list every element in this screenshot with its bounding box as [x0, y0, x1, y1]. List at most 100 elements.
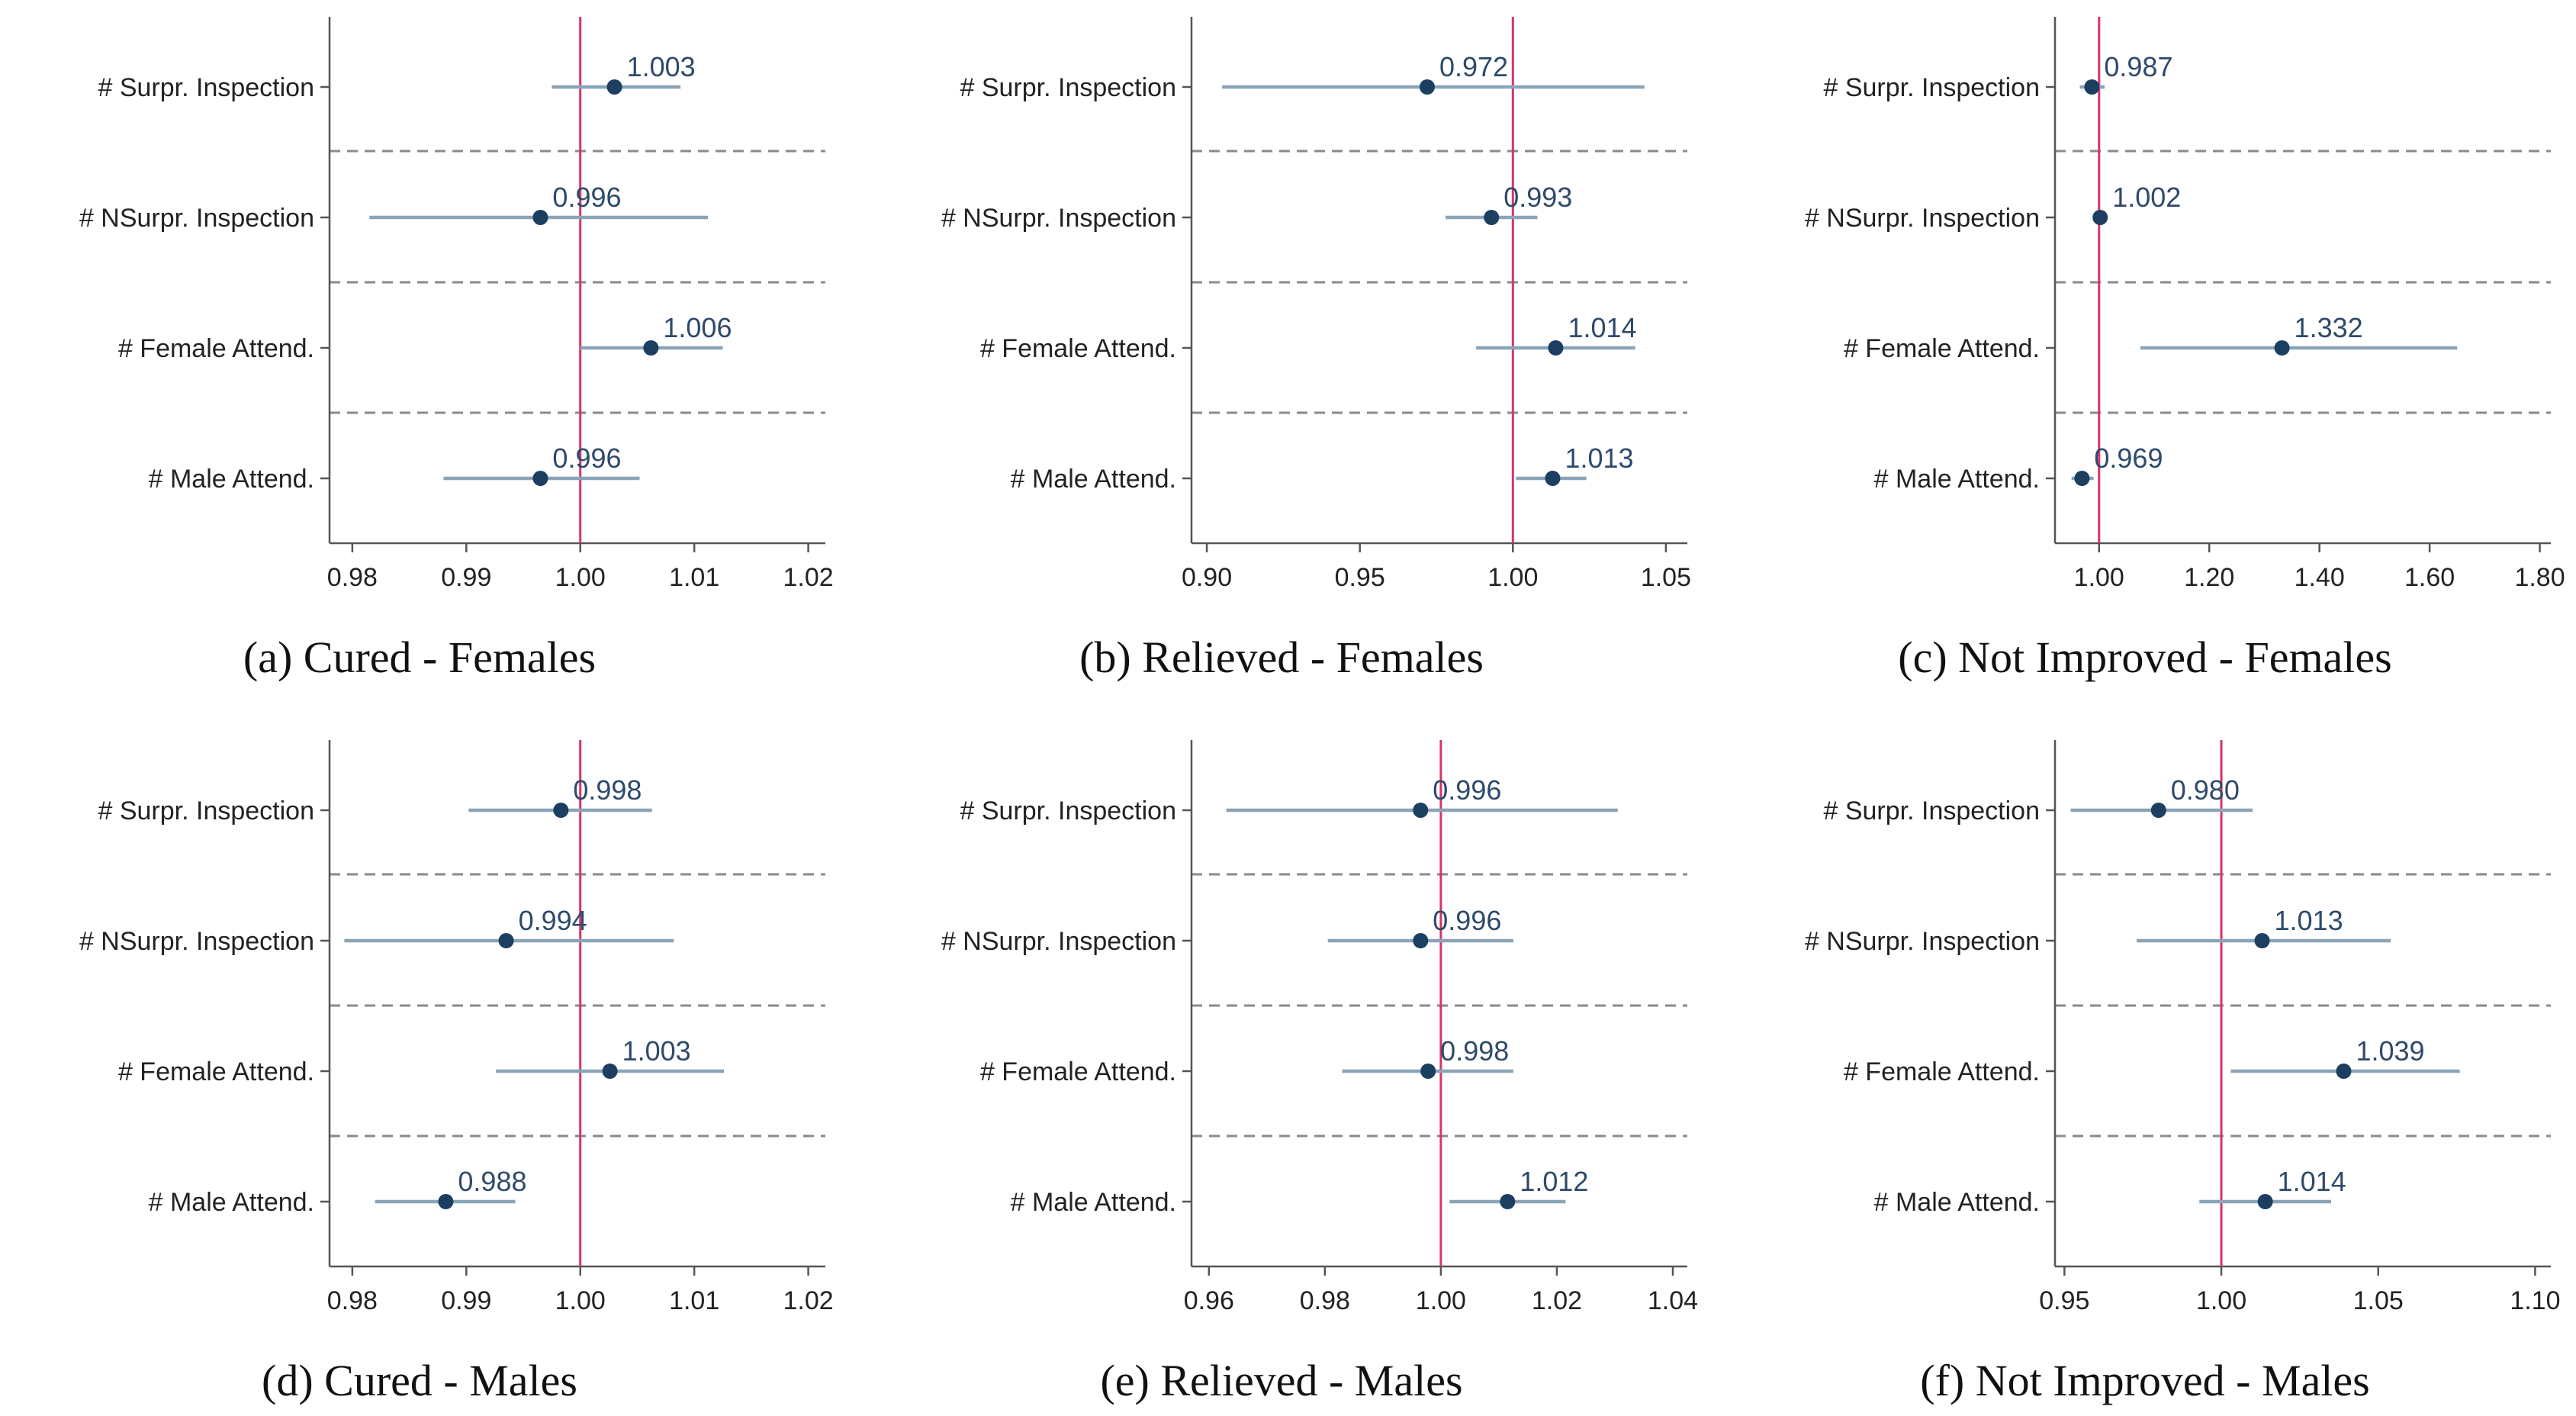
forest-plot-d: 0.98 0.99 1.00 1.01 1.02 # Surpr. Inspection 0…: [79, 740, 834, 1315]
point-estimate: [438, 1194, 454, 1209]
caption-b: (b) Relieved - Females: [1079, 632, 1484, 682]
x-tick-label: 1.00: [555, 1286, 606, 1315]
point-estimate: [2257, 1194, 2273, 1209]
point-estimate: [2274, 340, 2290, 356]
value-label: 1.006: [663, 312, 732, 343]
x-tick-label: 1.02: [783, 1286, 833, 1315]
row-label: # Surpr. Inspection: [960, 73, 1176, 102]
x-tick-label: 1.05: [1641, 563, 1691, 592]
value-label: 0.996: [1433, 774, 1501, 806]
row-label: # Male Attend.: [149, 1188, 314, 1217]
point-estimate: [1545, 471, 1561, 486]
row-label: # NSurpr. Inspection: [941, 927, 1176, 956]
value-label: 0.969: [2094, 443, 2163, 474]
caption-c: (c) Not Improved - Females: [1898, 632, 2392, 682]
caption-d: (d) Cured - Males: [262, 1356, 577, 1405]
value-label: 0.996: [552, 443, 621, 474]
x-tick-label: 1.01: [669, 1286, 719, 1315]
x-tick-label: 0.95: [1335, 563, 1385, 592]
row-label: # Male Attend.: [1011, 1188, 1176, 1217]
forest-plot-c: 1.00 1.20 1.40 1.60 1.80 # Surpr. Inspection 0…: [1805, 17, 2565, 592]
point-estimate: [1420, 1064, 1436, 1079]
row-label: # NSurpr. Inspection: [79, 204, 314, 233]
point-estimate: [2336, 1064, 2352, 1079]
panel-b: 0.90 0.95 1.00 1.05 # Surpr. Inspection 0.972…: [862, 0, 1701, 682]
x-tick-label: 1.04: [1648, 1286, 1698, 1315]
point-estimate: [553, 803, 569, 818]
x-tick-label: 1.20: [2184, 563, 2234, 592]
row-label: # Female Attend.: [118, 334, 314, 363]
caption-a: (a) Cured - Females: [243, 632, 597, 682]
x-tick-label: 1.00: [1416, 1286, 1466, 1315]
value-label: 1.003: [627, 51, 696, 82]
panel-c: 1.00 1.20 1.40 1.60 1.80 # Surpr. Inspection 0…: [1725, 0, 2565, 682]
value-label: 0.980: [2171, 774, 2240, 806]
point-estimate: [1548, 340, 1564, 356]
row-label: # Male Attend.: [1011, 465, 1176, 494]
x-tick-label: 1.40: [2295, 563, 2345, 592]
row-label: # Female Attend.: [118, 1057, 314, 1086]
value-label: 1.003: [622, 1035, 691, 1067]
row-label: # NSurpr. Inspection: [1805, 204, 2040, 233]
forest-plot-e: 0.96 0.98 1.00 1.02 1.04 # Surpr. Inspection 0…: [941, 740, 1698, 1315]
row-label: # Surpr. Inspection: [1823, 73, 2040, 102]
row-label: # Surpr. Inspection: [960, 796, 1176, 825]
row-label: # NSurpr. Inspection: [1805, 927, 2040, 956]
point-estimate: [1413, 933, 1429, 948]
forest-plot-a: 0.98 0.99 1.00 1.01 1.02 # Surpr. Inspection 1…: [79, 17, 834, 592]
value-label: 1.039: [2356, 1035, 2424, 1067]
x-tick-label: 1.10: [2510, 1286, 2560, 1315]
row-label: # Male Attend.: [1874, 465, 2040, 494]
x-tick-label: 0.98: [327, 1286, 378, 1315]
point-estimate: [1484, 210, 1500, 225]
row-label: # Female Attend.: [980, 1057, 1176, 1086]
value-label: 1.014: [1568, 312, 1636, 343]
x-tick-label: 1.02: [783, 563, 833, 592]
row-label: # Male Attend.: [1874, 1188, 2040, 1217]
x-tick-label: 1.05: [2353, 1286, 2404, 1315]
forest-plot-f: 0.95 1.00 1.05 1.10 # Surpr. Inspection 0.980…: [1805, 740, 2561, 1315]
point-estimate: [532, 210, 548, 225]
x-tick-label: 1.00: [2196, 1286, 2246, 1315]
row-label: # NSurpr. Inspection: [941, 204, 1176, 233]
caption-f: (f) Not Improved - Males: [1920, 1356, 2370, 1405]
point-estimate: [643, 340, 659, 356]
row-label: # Surpr. Inspection: [98, 73, 314, 102]
value-label: 0.998: [573, 774, 642, 806]
point-estimate: [498, 933, 514, 948]
row-label: # Surpr. Inspection: [1823, 796, 2040, 825]
value-label: 1.013: [2275, 905, 2343, 936]
value-label: 1.332: [2295, 312, 2363, 343]
value-label: 1.012: [1520, 1166, 1588, 1197]
point-estimate: [2150, 803, 2166, 818]
row-label: # Female Attend.: [1844, 334, 2040, 363]
value-label: 0.996: [552, 182, 621, 213]
value-label: 0.994: [519, 905, 587, 936]
row-label: # Surpr. Inspection: [98, 796, 314, 825]
x-tick-label: 1.01: [669, 563, 719, 592]
row-label: # Female Attend.: [980, 334, 1176, 363]
point-estimate: [606, 79, 622, 95]
x-tick-label: 1.00: [1487, 563, 1538, 592]
value-label: 0.996: [1433, 905, 1501, 936]
panel-a: 0.98 0.99 1.00 1.01 1.02 # Surpr. Inspection 1…: [0, 0, 839, 682]
caption-e: (e) Relieved - Males: [1100, 1356, 1463, 1405]
panel-e: 0.96 0.98 1.00 1.02 1.04 # Surpr. Inspection 0…: [862, 723, 1701, 1405]
value-label: 0.993: [1503, 182, 1572, 213]
value-label: 1.014: [2278, 1166, 2346, 1197]
value-label: 0.988: [458, 1166, 526, 1197]
x-tick-label: 1.00: [555, 563, 606, 592]
point-estimate: [2084, 79, 2100, 95]
value-label: 0.972: [1439, 51, 1508, 82]
forest-plot-b: 0.90 0.95 1.00 1.05 # Surpr. Inspection 0.972…: [941, 17, 1691, 592]
row-label: # Male Attend.: [149, 465, 314, 494]
point-estimate: [532, 471, 548, 486]
row-label: # NSurpr. Inspection: [79, 927, 314, 956]
x-tick-label: 0.96: [1184, 1286, 1234, 1315]
row-label: # Female Attend.: [1844, 1057, 2040, 1086]
point-estimate: [1500, 1194, 1516, 1209]
value-label: 1.013: [1565, 443, 1633, 474]
point-estimate: [2092, 210, 2108, 225]
panel-d: 0.98 0.99 1.00 1.01 1.02 # Surpr. Inspection 0…: [0, 723, 839, 1405]
x-tick-label: 0.98: [1300, 1286, 1350, 1315]
